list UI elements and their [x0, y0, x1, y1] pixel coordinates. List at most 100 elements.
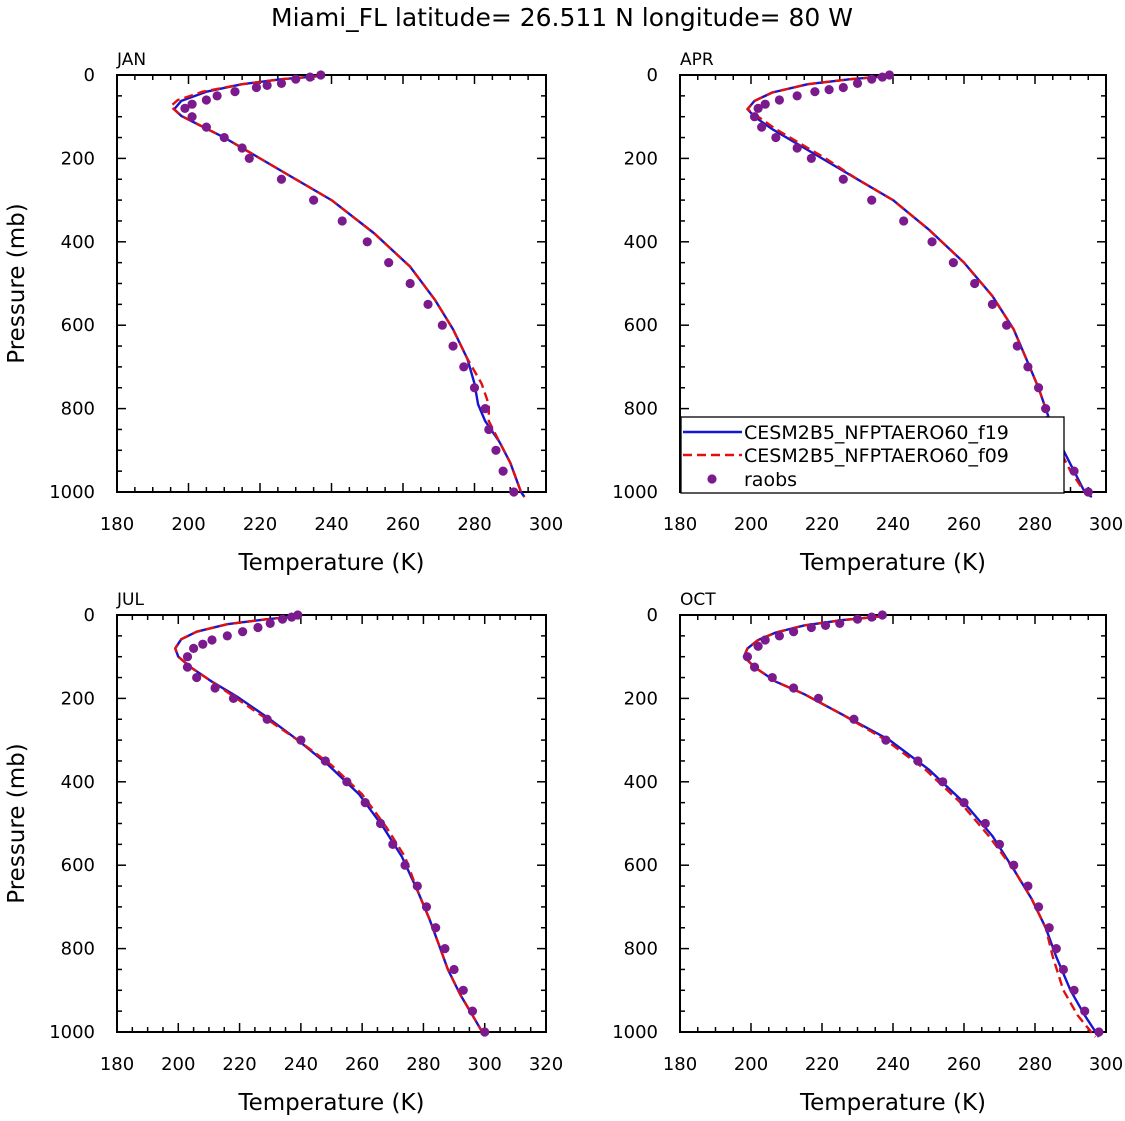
y-tick-label: 800 — [624, 399, 658, 420]
raobs-point — [877, 72, 887, 82]
raobs-point — [405, 278, 415, 289]
raobs-point — [253, 622, 263, 633]
raobs-point — [400, 860, 410, 870]
x-tick-label: 320 — [529, 1054, 563, 1075]
x-tick-label: 180 — [100, 1054, 134, 1075]
panel-apr: APR 180 200 220 240 260 280 300 0 200 400 600 800 100… — [612, 50, 1123, 576]
raobs-point — [384, 258, 394, 268]
x-axis-title: Temperature (K) — [799, 550, 986, 576]
legend: CESM2B5_NFPTAERO60_f19CESM2B5_NFPTAERO60… — [680, 416, 1065, 494]
x-tick-label: 300 — [1089, 514, 1123, 535]
raobs-point — [201, 95, 211, 105]
raobs-point — [189, 643, 199, 653]
y-tick-label: 0 — [84, 65, 95, 86]
raobs-point — [222, 631, 232, 641]
panel-label: OCT — [680, 590, 716, 610]
raobs-point — [265, 618, 275, 628]
raobs-point — [480, 1027, 490, 1037]
raobs-point — [1051, 944, 1061, 954]
raobs-point — [491, 445, 501, 455]
x-axis-title: Temperature (K) — [237, 550, 424, 576]
x-tick-label: 280 — [1018, 514, 1052, 535]
figure-title: Miami_FL latitude= 26.511 N longitude= 8… — [271, 3, 853, 32]
raobs-point — [207, 635, 217, 645]
raobs-point — [881, 735, 891, 745]
y-tick-label: 0 — [647, 65, 658, 86]
raobs-point — [835, 618, 845, 628]
raobs-point — [753, 103, 763, 113]
raobs-point — [296, 735, 306, 745]
y-tick-label: 400 — [61, 232, 95, 253]
panel-oct: OCT 180 200 220 240 260 280 300 0 200 400 600 800 100… — [612, 590, 1123, 1116]
raobs-point — [198, 639, 208, 649]
raobs-point — [760, 99, 770, 109]
y-tick-label: 0 — [84, 605, 95, 626]
raobs-point — [867, 612, 877, 622]
raobs-point — [838, 82, 848, 93]
raobs-point — [480, 404, 490, 414]
raobs-point — [212, 91, 222, 101]
raobs-point — [760, 635, 770, 645]
raobs-point — [237, 143, 247, 153]
raobs-point — [867, 74, 877, 84]
raobs-point — [305, 72, 315, 82]
raobs-point — [771, 132, 781, 143]
x-tick-label: 260 — [386, 514, 420, 535]
raobs-point — [277, 614, 288, 624]
raobs-point — [774, 631, 785, 641]
raobs-point — [484, 424, 494, 435]
raobs-point — [994, 839, 1005, 849]
raobs-point — [838, 174, 848, 184]
panels: JAN 180 200 220 240 260 280 300 0 200 400 600 800 100… — [4, 50, 1123, 1116]
raobs-point — [884, 70, 895, 80]
x-tick-label: 200 — [734, 1054, 768, 1075]
raobs-point — [1058, 964, 1068, 975]
y-tick-label: 800 — [61, 939, 95, 960]
raobs-point — [412, 881, 422, 891]
panel-label: APR — [680, 50, 714, 70]
raobs-point — [449, 964, 459, 975]
raobs-point — [1094, 1027, 1104, 1037]
y-tick-label: 1000 — [612, 482, 658, 503]
legend-box — [680, 416, 1065, 494]
raobs-point — [987, 299, 998, 309]
raobs-point — [913, 756, 923, 766]
raobs-point — [287, 612, 297, 622]
y-tick-label: 1000 — [612, 1022, 658, 1043]
raobs-point — [228, 693, 239, 704]
raobs-point — [251, 82, 262, 93]
x-tick-label: 300 — [529, 514, 563, 535]
raobs-point — [980, 818, 990, 829]
raobs-point — [1033, 383, 1044, 393]
y-tick-label: 600 — [624, 855, 658, 876]
raobs-point — [1041, 404, 1051, 414]
raobs-point — [948, 258, 958, 268]
raobs-point — [749, 662, 760, 672]
panel-jan: JAN 180 200 220 240 260 280 300 0 200 400 600 800 100… — [4, 50, 563, 576]
raobs-point — [938, 777, 948, 787]
raobs-point — [1069, 466, 1079, 476]
raobs-point — [1069, 985, 1079, 995]
raobs-point — [970, 278, 980, 289]
raobs-point — [792, 91, 802, 101]
raobs-point — [813, 693, 824, 704]
raobs-point — [753, 641, 763, 651]
raobs-point — [320, 756, 330, 766]
y-tick-label: 600 — [61, 855, 95, 876]
raobs-point — [877, 610, 887, 620]
x-tick-label: 280 — [406, 1054, 440, 1075]
legend-marker-raobs — [707, 474, 717, 484]
raobs-point — [187, 99, 197, 109]
x-tick-label: 260 — [947, 1054, 981, 1075]
raobs-point — [187, 112, 197, 122]
raobs-point — [337, 216, 347, 226]
raobs-point — [927, 237, 937, 247]
y-tick-label: 1000 — [49, 1022, 95, 1043]
raobs-point — [1002, 320, 1012, 330]
y-tick-label: 800 — [61, 399, 95, 420]
raobs-point — [362, 237, 372, 247]
y-tick-label: 200 — [61, 148, 95, 169]
panel-jul: JUL 180 200 220 240 260 280 300 320 0 200 400 600 800… — [4, 590, 563, 1116]
raobs-point — [767, 672, 777, 683]
x-tick-label: 240 — [876, 1054, 910, 1075]
